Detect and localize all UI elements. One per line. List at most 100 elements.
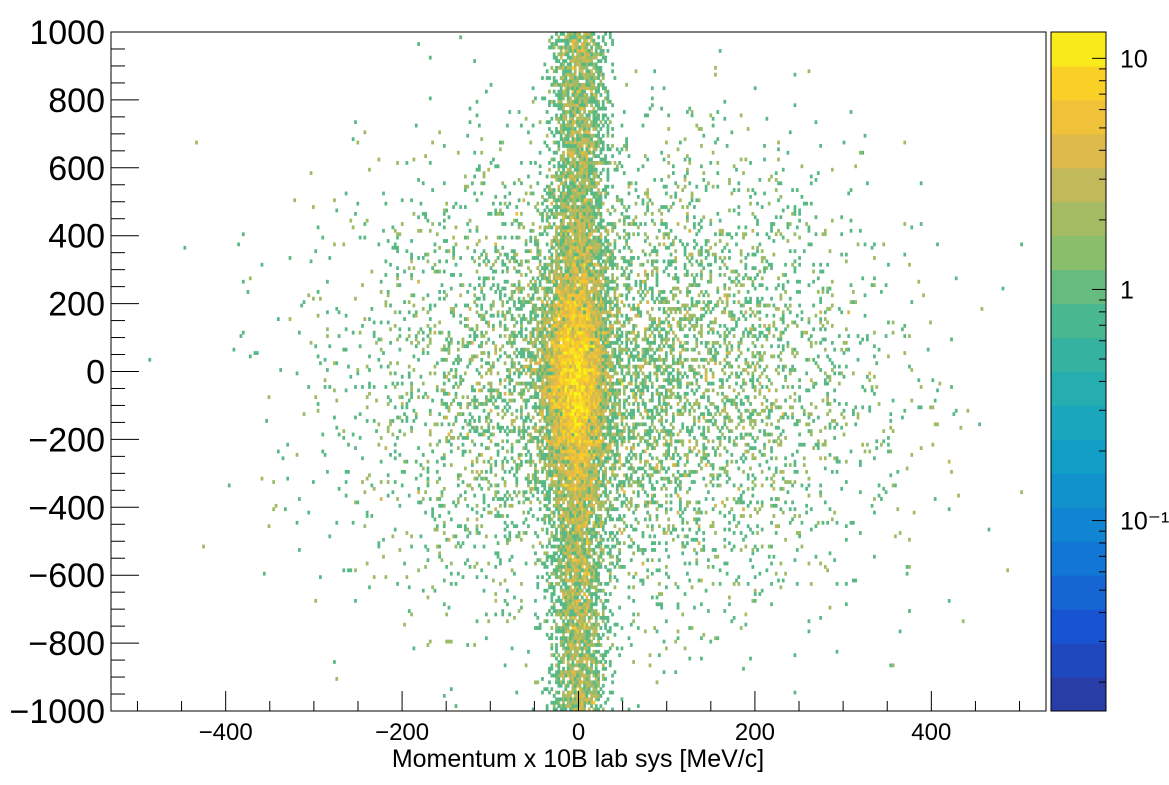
heatmap-cell [702, 544, 706, 549]
heatmap-cell [735, 436, 738, 440]
heatmap-cell [704, 497, 708, 501]
heatmap-cell [763, 351, 766, 355]
heatmap-cell [688, 473, 692, 478]
heatmap-cell [749, 296, 752, 301]
heatmap-cell [744, 273, 748, 277]
heatmap-cell [781, 313, 785, 318]
heatmap-cell [592, 520, 596, 525]
heatmap-cell [770, 422, 773, 427]
heatmap-cell [555, 473, 558, 478]
heatmap-cell [548, 466, 551, 471]
heatmap-cell [629, 412, 633, 417]
heatmap-cell [517, 456, 521, 461]
heatmap-cell [854, 578, 858, 583]
heatmap-cell [447, 215, 451, 220]
heatmap-cell [492, 340, 495, 345]
heatmap-cell [739, 337, 743, 342]
heatmap-cell [506, 449, 509, 454]
heatmap-cell [316, 290, 320, 294]
heatmap-cell [442, 290, 446, 294]
heatmap-cell [398, 283, 402, 288]
heatmap-cell [683, 463, 687, 467]
heatmap-cell [681, 347, 685, 352]
heatmap-cell [625, 459, 628, 464]
heatmap-cell [861, 442, 865, 447]
heatmap-cell [821, 232, 825, 237]
heatmap-cell [735, 395, 738, 400]
heatmap-cell [770, 520, 773, 525]
heatmap-cell [566, 205, 570, 209]
heatmap-cell [833, 419, 837, 423]
heatmap-cell [788, 310, 792, 315]
heatmap-cell [585, 364, 589, 369]
heatmap-cell [564, 436, 568, 440]
heatmap-cell [566, 313, 570, 318]
heatmap-cell [543, 347, 547, 352]
heatmap-cell [910, 300, 914, 304]
heatmap-cell [559, 293, 563, 298]
heatmap-cell [744, 442, 748, 447]
heatmap-cell [657, 364, 661, 369]
heatmap-cell [594, 344, 598, 349]
heatmap-cell [613, 422, 617, 427]
heatmap-cell [550, 242, 554, 247]
heatmap-cell [527, 130, 530, 135]
heatmap-cell [585, 337, 589, 342]
heatmap-cell [590, 419, 593, 423]
heatmap-cell [777, 419, 780, 423]
heatmap-cell [697, 364, 701, 369]
heatmap-cell [711, 184, 715, 189]
heatmap-cell [739, 419, 743, 423]
heatmap-cell [536, 266, 540, 271]
heatmap-cell [667, 262, 671, 267]
heatmap-cell [672, 340, 675, 345]
heatmap-cell [730, 419, 734, 423]
heatmap-cell [506, 300, 509, 304]
heatmap-cell [655, 595, 659, 600]
heatmap-cell [650, 262, 654, 267]
heatmap-cell [548, 439, 551, 444]
heatmap-cell [695, 561, 699, 566]
heatmap-cell [578, 303, 582, 308]
heatmap-cell [718, 429, 722, 433]
heatmap-cell [723, 116, 727, 121]
heatmap-cell [597, 245, 600, 250]
heatmap-cell [496, 551, 500, 556]
heatmap-cell [307, 510, 311, 515]
heatmap-cell [506, 490, 509, 495]
heatmap-cell [608, 429, 612, 433]
heatmap-cell [639, 466, 643, 471]
heatmap-cell [749, 446, 752, 450]
heatmap-cell [594, 405, 598, 410]
heatmap-cell [688, 252, 692, 257]
heatmap-cell [667, 232, 671, 237]
heatmap-cell [613, 239, 617, 243]
heatmap-cell [578, 62, 582, 67]
heatmap-cell [482, 334, 486, 338]
heatmap-cell [641, 473, 645, 478]
heatmap-cell [749, 201, 752, 206]
heatmap-cell [653, 469, 657, 474]
heatmap-cell [470, 256, 474, 260]
heatmap-cell [672, 425, 675, 430]
heatmap-cell [938, 381, 942, 386]
heatmap-cell [828, 605, 832, 610]
heatmap-cell [541, 388, 544, 393]
heatmap-cell [676, 307, 680, 311]
heatmap-cell [866, 374, 869, 379]
heatmap-cell [562, 72, 565, 77]
heatmap-cell [618, 327, 621, 332]
heatmap-cell [716, 330, 720, 335]
heatmap-cell [639, 368, 643, 372]
heatmap-cell [695, 283, 699, 288]
heatmap-cell [648, 500, 652, 505]
heatmap-cell [756, 436, 759, 440]
heatmap-cell [524, 239, 528, 243]
heatmap-cell [545, 232, 549, 237]
heatmap-cell [475, 228, 479, 233]
heatmap-cell [679, 351, 682, 355]
heatmap-cell [648, 398, 652, 403]
heatmap-cell [433, 330, 437, 335]
heatmap-cell [459, 205, 463, 209]
heatmap-cell [674, 446, 678, 450]
